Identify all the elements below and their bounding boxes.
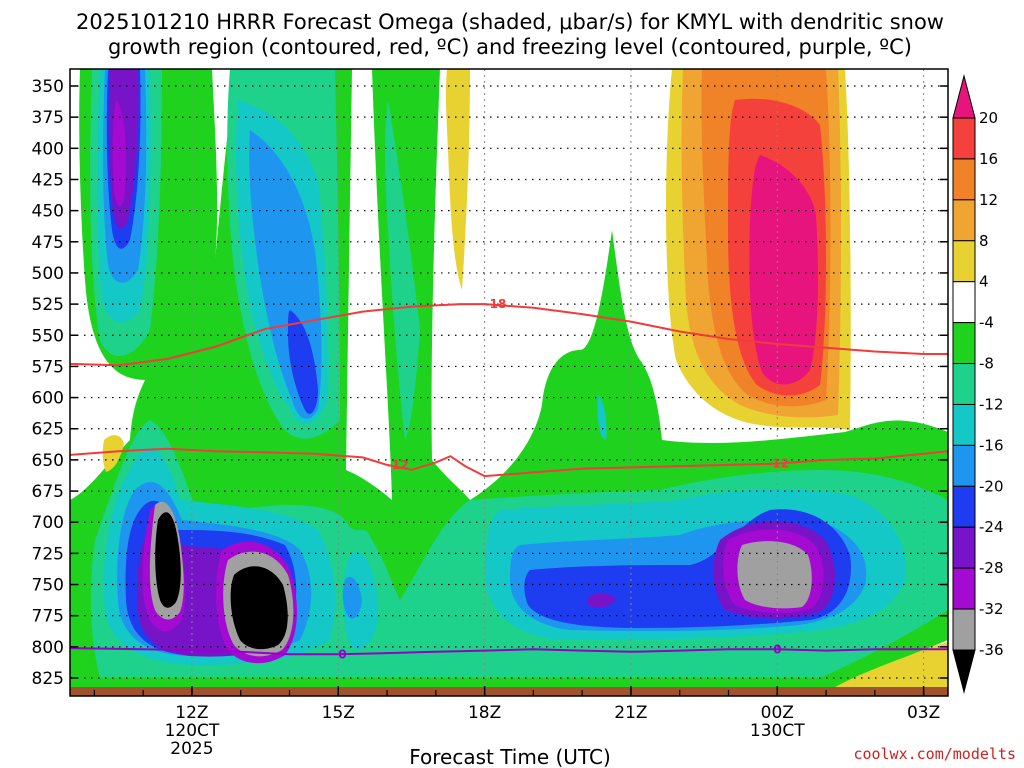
colorbar-tick-label: 8	[979, 232, 989, 250]
colorbar-tick-label: -12	[979, 395, 1004, 413]
x-tick-label: 21Z	[614, 703, 647, 723]
colorbar-tick-label: -28	[979, 559, 1004, 577]
y-tick-label: 500	[32, 264, 64, 284]
x-tick-label: 2025	[170, 739, 213, 759]
y-tick-label: 825	[32, 669, 64, 689]
freezing-contour-label: 0	[773, 642, 781, 656]
colorbar-tick-label: -8	[979, 355, 994, 373]
y-tick-label: 450	[32, 202, 64, 222]
x-tick-label: 15Z	[322, 703, 355, 723]
colorbar-bin	[952, 526, 976, 569]
grid-lines	[70, 69, 948, 696]
dgz-contour-label: -18	[485, 297, 507, 311]
colorbar-bin	[952, 363, 976, 405]
colorbar-bin	[952, 158, 976, 201]
x-tick-label: 00Z	[761, 703, 794, 723]
colorbar-bin	[952, 485, 976, 528]
y-tick-label: 425	[32, 170, 64, 190]
colorbar-bin	[952, 117, 976, 160]
colorbar-bin	[952, 608, 976, 651]
colorbar-tick-label: 20	[979, 109, 998, 127]
freezing-contour-line	[70, 647, 948, 656]
colorbar-tick-label: -20	[979, 477, 1004, 495]
omega-region-neg32	[149, 501, 812, 657]
colorbar-tick-label: -16	[979, 436, 1004, 454]
omega-region-small-neg	[102, 435, 124, 472]
colorbar-bin	[952, 567, 976, 610]
y-tick-label: 675	[32, 482, 64, 502]
colorbar-bin	[952, 403, 976, 446]
colorbar-bin	[952, 240, 976, 283]
x-tick-label: 120CT	[165, 721, 220, 741]
y-tick-label: 550	[32, 326, 64, 346]
colorbar-bin	[952, 199, 976, 242]
colorbar-tick-label: 4	[979, 273, 989, 291]
y-axis: 350 375 400 425 450 475 500 525 550 575 600 625 650 6…	[32, 77, 948, 689]
omega-region-neg28	[112, 100, 824, 664]
colorbar-bin	[952, 281, 976, 324]
chart-title-line1: 2025101210 HRRR Forecast Omega (shaded, …	[76, 10, 944, 34]
ground-band	[70, 687, 948, 696]
colorbar-bin	[952, 322, 976, 365]
dgz-contour-label: -12	[767, 457, 789, 471]
colorbar-tick-label: 12	[979, 191, 998, 209]
y-tick-label: 700	[32, 513, 64, 533]
y-tick-label: 625	[32, 420, 64, 440]
y-tick-label: 375	[32, 108, 64, 128]
colorbar-tick-label: 16	[979, 150, 998, 168]
colorbar-tick-label: -24	[979, 518, 1004, 536]
dgz-contour-label: -12	[387, 458, 409, 472]
chart-title-line2: growth region (contoured, red, ºC) and f…	[108, 35, 912, 59]
omega-region-pos4-small	[445, 69, 470, 290]
colorbar-tick-label: -4	[979, 314, 994, 332]
omega-region-neg16	[103, 69, 867, 657]
colorbar-bin-top	[952, 74, 976, 119]
y-tick-label: 525	[32, 295, 64, 315]
y-tick-label: 575	[32, 357, 64, 377]
y-tick-label: 725	[32, 544, 64, 564]
y-tick-label: 475	[32, 233, 64, 253]
y-tick-label: 350	[32, 77, 64, 97]
y-tick-label: 400	[32, 139, 64, 159]
colorbar-tick-label: -36	[979, 641, 1004, 659]
x-tick-label: 130CT	[750, 721, 805, 741]
dgz-contour-line	[70, 447, 948, 478]
y-tick-label: 600	[32, 389, 64, 409]
omega-region-pos4-lower	[830, 642, 948, 696]
x-tick-label: 18Z	[468, 703, 501, 723]
y-tick-label: 750	[32, 576, 64, 596]
dgz-contour-line	[70, 303, 948, 367]
plot-area: -18 -12 -12 0 0	[70, 69, 948, 696]
x-tick-label: 03Z	[907, 703, 940, 723]
x-axis-label: Forecast Time (UTC)	[409, 745, 611, 768]
y-tick-label: 775	[32, 607, 64, 627]
freezing-contour-label: 0	[338, 647, 346, 661]
y-tick-label: 800	[32, 638, 64, 658]
colorbar-bin-bottom	[952, 649, 976, 694]
contour-lines: -18 -12 -12 0 0	[70, 297, 948, 661]
omega-region-pos20	[749, 155, 818, 385]
credit-text: coolwx.com/modelts	[853, 745, 1016, 763]
colorbar-tick-label: -32	[979, 600, 1004, 618]
x-tick-label: 12Z	[175, 703, 208, 723]
colorbar: 20 16 12 8 4 -4 -8 -12 -16 -20 -24 -28 -32 -36	[952, 74, 1004, 694]
colorbar-bin	[952, 444, 976, 487]
y-tick-label: 650	[32, 451, 64, 471]
plot-frame	[69, 68, 949, 697]
omega-region-neg36	[155, 512, 288, 650]
